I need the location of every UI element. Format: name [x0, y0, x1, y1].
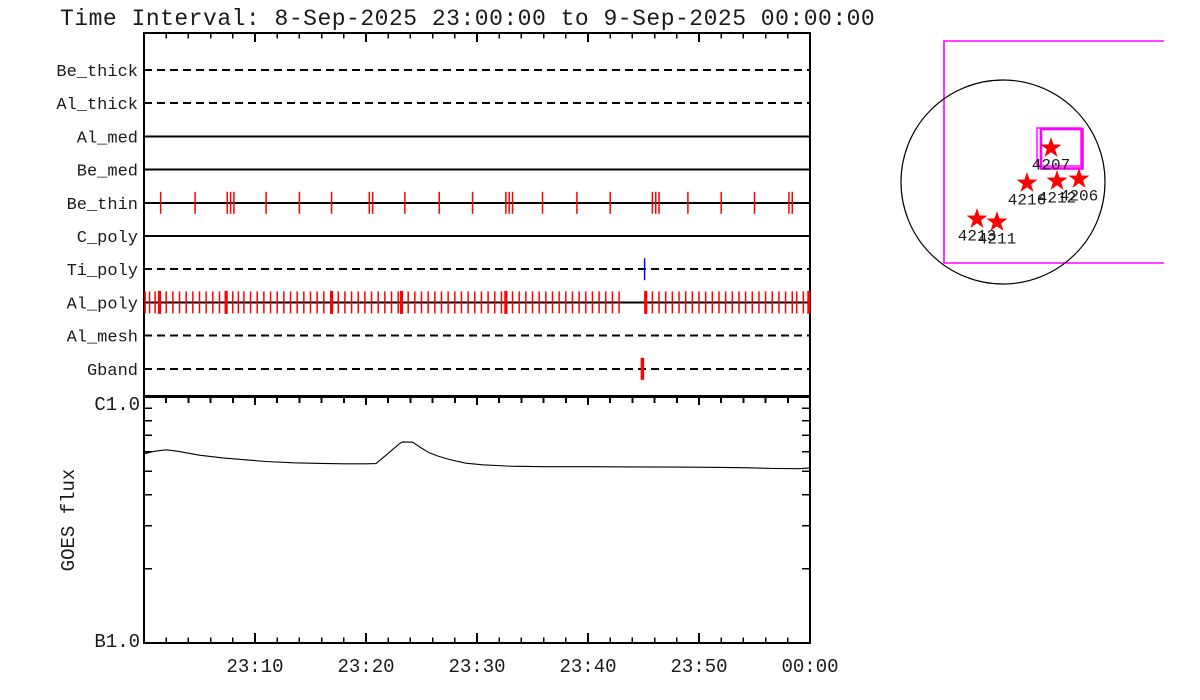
x-axis-label-2320: 23:20 [337, 656, 394, 678]
active-region-label-4211: 4211 [978, 231, 1016, 249]
filter-label-c_poly: C_poly [77, 229, 138, 248]
active-region-label-4207: 4207 [1032, 157, 1070, 175]
active-region-star-4213 [966, 208, 988, 228]
timeline-panel-border [143, 32, 811, 397]
active-region-star-4216 [1016, 172, 1038, 192]
filter-label-be_thick: Be_thick [56, 63, 138, 82]
goes-y-axis-title: GOES flux [58, 469, 80, 572]
filter-label-gband: Gband [87, 362, 138, 381]
filter-label-al_mesh: Al_mesh [67, 329, 138, 348]
filter-label-al_thick: Al_thick [56, 96, 138, 115]
filter-timeline-panel: Be_thick Al_thick Al_med Be_med Be_thin C_pol… [56, 32, 811, 397]
x-axis-label-2310: 23:10 [226, 656, 283, 678]
filter-label-al_med: Al_med [77, 129, 138, 148]
active-region-star-4211 [986, 211, 1008, 231]
x-axis-label-2340: 23:40 [559, 656, 616, 678]
time-interval-title: Time Interval: 8-Sep-2025 23:00:00 to 9-… [60, 6, 875, 32]
active-region-label-4216: 4216 [1008, 192, 1046, 210]
filter-label-al_poly: Al_poly [67, 295, 138, 314]
active-region-star-4212 [1046, 170, 1068, 190]
filter-label-be_thin: Be_thin [67, 196, 138, 215]
filter-label-be_med: Be_med [77, 163, 138, 182]
active-region-star-4206 [1068, 168, 1090, 188]
goes-ymax-label: C1.0 [94, 394, 140, 416]
goes-flux-panel: C1.0 B1.0 GOES flux 23:10 23:20 23:30 23:40… [58, 394, 839, 678]
active-region-label-4212: 4212 [1038, 190, 1076, 208]
active-region-label-4213: 4213 [958, 228, 996, 246]
solar-limb-circle [900, 79, 1106, 285]
fov-target-box-2 [1039, 127, 1084, 170]
fov-outer-box [943, 40, 1164, 264]
x-axis-label-2330: 23:30 [448, 656, 505, 678]
goes-flux-curve [143, 441, 811, 470]
goes-ymin-label: B1.0 [94, 631, 140, 653]
goes-panel-border [143, 396, 811, 644]
active-region-star-4207 [1040, 137, 1062, 157]
filter-label-ti_poly: Ti_poly [67, 262, 138, 281]
active-region-label-4206: 4206 [1060, 188, 1098, 206]
x-axis-label-0000: 00:00 [781, 656, 838, 678]
x-axis-label-2350: 23:50 [670, 656, 727, 678]
